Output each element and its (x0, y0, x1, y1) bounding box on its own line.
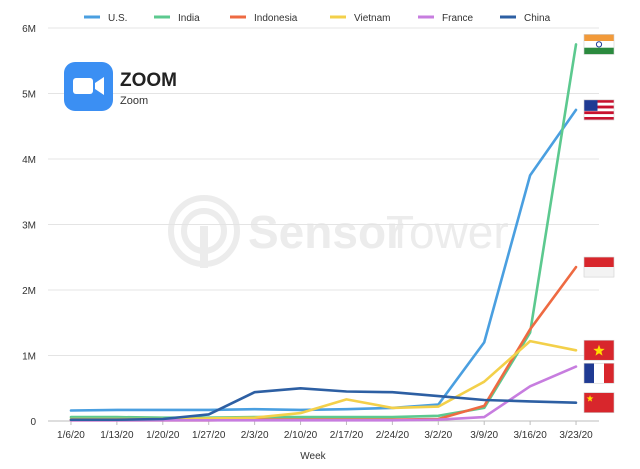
watermark-text-tower: Tower (386, 206, 509, 258)
legend-label: France (442, 13, 474, 24)
legend-item: India (154, 13, 200, 24)
x-tick-label: 1/27/20 (192, 430, 226, 441)
series-lines (69, 43, 578, 422)
india-flag-icon (583, 34, 615, 55)
us-flag-icon (583, 99, 615, 121)
series-line-china (69, 386, 578, 422)
y-tick-label: 6M (22, 24, 36, 35)
legend-label: Indonesia (254, 13, 298, 24)
x-tick-label: 3/9/20 (470, 430, 498, 441)
legend-label: U.S. (108, 13, 127, 24)
country-flags (583, 34, 615, 413)
y-tick-label: 1M (22, 352, 36, 363)
x-tick-label: 2/24/20 (376, 430, 410, 441)
y-tick-label: 4M (22, 155, 36, 166)
legend-item: U.S. (84, 13, 127, 24)
legend-item: Indonesia (230, 13, 298, 24)
france-flag-icon (583, 362, 615, 384)
legend-item: China (500, 13, 551, 24)
y-tick-label: 3M (22, 221, 36, 232)
x-tick-label: 2/10/20 (284, 430, 318, 441)
y-tick-label: 0 (30, 417, 36, 428)
legend-item: France (418, 13, 474, 24)
app-badge: ZOOM Zoom (64, 62, 177, 111)
china-flag-icon (583, 392, 615, 413)
x-tick-label: 3/16/20 (513, 430, 547, 441)
watermark-text-sensor: Sensor (248, 206, 404, 258)
video-camera-icon (73, 77, 104, 95)
x-tick-label: 3/2/20 (424, 430, 452, 441)
y-axis: 0 1M 2M 3M 4M 5M 6M (22, 24, 36, 428)
legend-label: Vietnam (354, 13, 391, 24)
series-line-us (69, 108, 578, 412)
x-tick-label: 3/23/20 (559, 430, 593, 441)
watermark: Sensor Tower (168, 195, 509, 268)
x-axis: 1/6/20 1/13/20 1/20/20 1/27/20 2/3/20 2/10/20… (48, 420, 599, 441)
x-tick-label: 2/17/20 (330, 430, 364, 441)
x-tick-label: 1/13/20 (100, 430, 134, 441)
indonesia-flag-icon (583, 256, 615, 278)
x-axis-label: Week (300, 451, 326, 462)
y-tick-label: 2M (22, 286, 36, 297)
sensor-tower-logo-icon (168, 195, 240, 268)
x-tick-label: 2/3/20 (241, 430, 269, 441)
y-tick-label: 5M (22, 90, 36, 101)
legend-item: Vietnam (330, 13, 391, 24)
app-subtitle: Zoom (120, 95, 148, 107)
app-name: ZOOM (120, 70, 177, 91)
legend: U.S. India Indonesia Vietnam France China (84, 13, 551, 24)
legend-label: India (178, 13, 200, 24)
vietnam-flag-icon (583, 339, 615, 361)
legend-label: China (524, 13, 551, 24)
x-tick-label: 1/6/20 (57, 430, 85, 441)
series-line-france (69, 365, 578, 422)
x-tick-label: 1/20/20 (146, 430, 180, 441)
